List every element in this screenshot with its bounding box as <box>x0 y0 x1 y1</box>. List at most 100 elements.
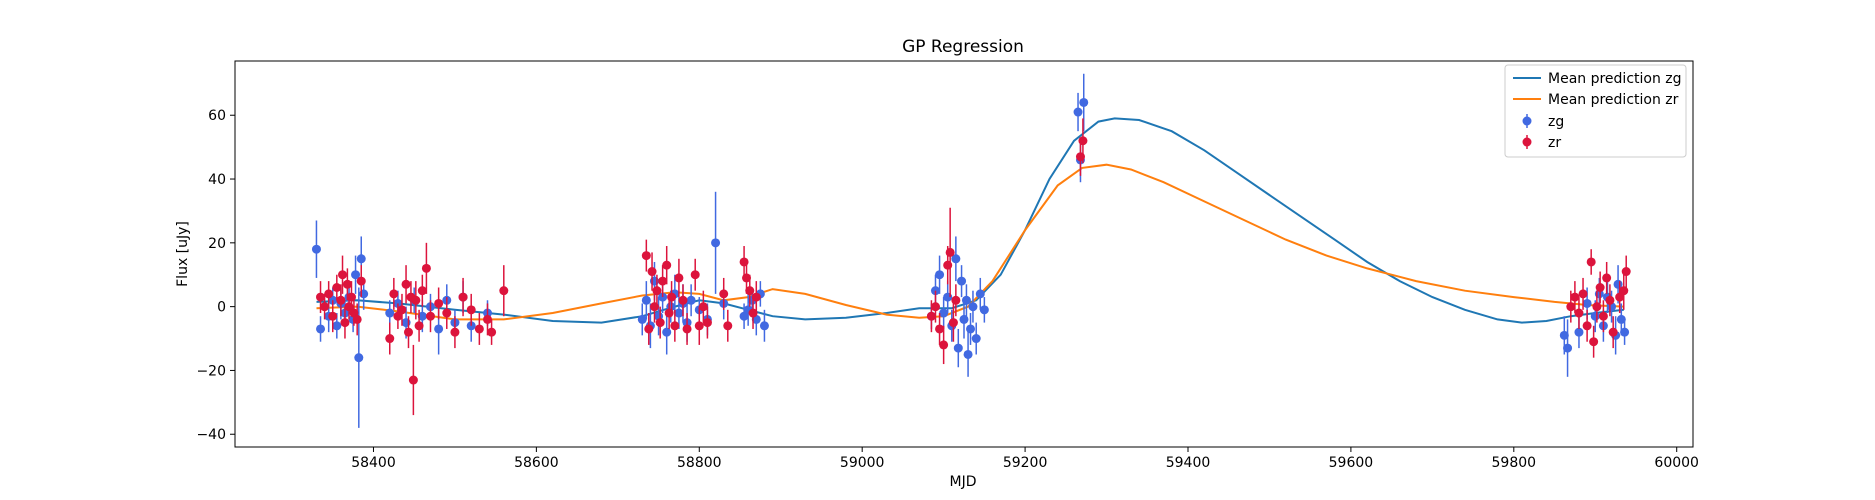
data-point-zr <box>647 252 657 291</box>
data-point-zg <box>963 332 973 377</box>
data-point-zr <box>698 290 708 323</box>
data-point-zr <box>425 300 435 333</box>
data-point-zr <box>678 284 688 317</box>
data-point-zg <box>759 309 769 342</box>
marker-zr <box>401 279 411 289</box>
marker-zg <box>417 311 427 321</box>
data-point-zg <box>968 290 978 323</box>
marker-zr <box>414 321 424 331</box>
marker-zr <box>320 302 330 312</box>
marker-zr <box>417 286 427 296</box>
data-point-zg <box>935 255 945 294</box>
marker-zg <box>968 302 978 312</box>
marker-zg <box>957 276 967 286</box>
x-axis: 58400 58600 58800 59000 59200 59400 59600 59800… <box>351 447 1699 471</box>
marker-zr <box>1592 302 1602 312</box>
marker-zr <box>1602 273 1612 283</box>
data-point-zr <box>667 281 677 314</box>
marker-zg <box>979 305 989 315</box>
data-point-zg <box>1079 73 1089 132</box>
marker-zr <box>655 318 665 328</box>
marker-zg <box>385 308 395 318</box>
data-point-zr <box>1586 249 1596 275</box>
data-point-zr <box>417 274 427 307</box>
data-point-zr <box>652 274 662 307</box>
data-point-zr <box>324 281 334 307</box>
data-point-zg <box>979 297 989 323</box>
marker-zr <box>926 311 936 321</box>
marker-zg <box>971 334 981 344</box>
data-point-zr <box>356 265 366 298</box>
marker-zr <box>1582 321 1592 331</box>
y-tick-label: −40 <box>196 427 226 443</box>
marker-zr <box>945 247 955 257</box>
marker-zr <box>483 314 493 324</box>
marker-zr <box>939 340 949 350</box>
data-point-zg <box>711 191 721 294</box>
data-point-zr <box>474 313 484 345</box>
marker-zr <box>328 311 338 321</box>
data-point-zg <box>951 236 961 282</box>
marker-zr <box>458 292 468 302</box>
marker-zr <box>1615 292 1625 302</box>
data-point-zr <box>670 309 680 342</box>
x-tick-label: 59600 <box>1329 455 1374 471</box>
marker-zr <box>951 295 961 305</box>
marker-zr <box>1574 308 1584 318</box>
data-point-zr <box>450 316 460 349</box>
data-point-zr <box>342 268 352 301</box>
data-point-zr <box>401 265 411 304</box>
data-point-zr <box>1621 255 1631 288</box>
marker-zr <box>678 295 688 305</box>
data-point-zr <box>1570 281 1580 314</box>
marker-zr <box>342 279 352 289</box>
marker-zr <box>324 289 334 299</box>
data-point-zr <box>483 303 493 336</box>
data-point-zr <box>1582 309 1592 342</box>
marker-zg <box>1616 314 1626 324</box>
marker-zr <box>425 311 435 321</box>
data-point-zg <box>311 220 321 278</box>
x-tick-label: 59800 <box>1492 455 1537 471</box>
data-point-zr <box>939 325 949 365</box>
marker-zr <box>385 334 395 344</box>
marker-zr <box>1078 136 1088 146</box>
data-point-zr <box>1574 297 1584 329</box>
marker-zg <box>975 289 985 299</box>
marker-zg <box>1559 330 1569 340</box>
marker-zr <box>1621 267 1631 277</box>
data-point-zg <box>662 309 672 355</box>
data-point-zr <box>751 281 761 314</box>
data-point-zr <box>702 306 712 339</box>
marker-zr <box>389 289 399 299</box>
x-tick-label: 58800 <box>677 455 722 471</box>
marker-zr <box>450 327 460 337</box>
plot-area <box>311 73 1631 428</box>
marker-zr <box>332 282 342 292</box>
data-point-zr <box>408 344 418 416</box>
data-point-zr <box>1592 290 1602 323</box>
marker-zg <box>662 327 672 337</box>
marker-zr <box>1605 295 1615 305</box>
marker-zr <box>742 273 752 283</box>
data-point-zr <box>1078 118 1088 164</box>
data-point-zr <box>1598 300 1608 333</box>
data-point-zr <box>1608 316 1618 349</box>
marker-zg <box>1582 298 1592 308</box>
data-point-zr <box>690 258 700 291</box>
data-point-zr <box>393 303 403 329</box>
y-tick-label: −20 <box>196 363 226 379</box>
data-point-zr <box>499 265 509 317</box>
marker-zr <box>1619 286 1629 296</box>
data-point-zg <box>971 322 981 355</box>
data-point-zr <box>1602 261 1612 294</box>
marker-zg <box>686 295 696 305</box>
legend-label-zg: zg <box>1548 114 1564 130</box>
marker-zr <box>336 295 346 305</box>
data-point-zr <box>745 274 755 307</box>
marker-zg <box>961 295 971 305</box>
data-point-zr <box>352 303 362 336</box>
legend: Mean prediction zg Mean prediction zr zg… <box>1504 64 1687 158</box>
y-axis: −40 −20 0 20 40 60 <box>196 108 235 443</box>
